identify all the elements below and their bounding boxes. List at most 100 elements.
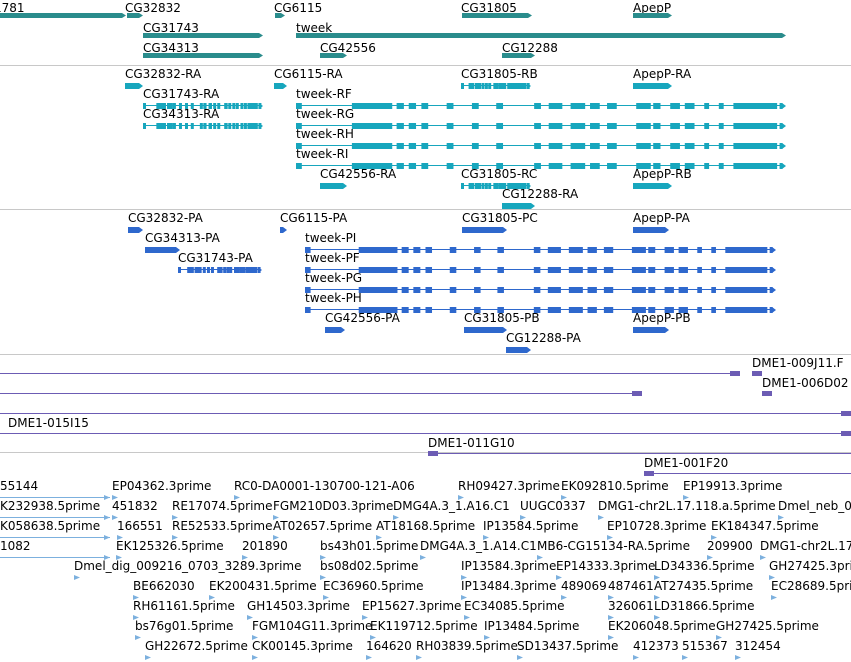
- ests-feature[interactable]: EK200431.5prime: [209, 579, 317, 600]
- ests-feature[interactable]: CK00145.3prime: [252, 639, 353, 660]
- ests-feature[interactable]: AT02657.5prime: [273, 519, 372, 540]
- ests-feature[interactable]: 312454: [735, 639, 781, 660]
- ests-feature[interactable]: bs43h01.5prime: [320, 539, 418, 560]
- proteins-feature[interactable]: CG12288-PA: [506, 331, 582, 353]
- ests-feature[interactable]: EP14333.3prime: [556, 559, 655, 580]
- transcripts-feature[interactable]: CG32832-RA: [125, 67, 202, 89]
- proteins-feature[interactable]: CG6115-PA: [280, 211, 348, 233]
- clones-feature[interactable]: [0, 371, 740, 376]
- ests-feature[interactable]: EC28689.5prime: [771, 579, 851, 600]
- proteins-feature[interactable]: CG42556-PA: [325, 311, 401, 333]
- transcripts-feature[interactable]: CG6115-RA: [274, 67, 343, 89]
- ests-feature[interactable]: 451832: [112, 499, 158, 520]
- clones-feature[interactable]: [0, 411, 851, 416]
- transcripts-feature[interactable]: tweek-RG: [296, 107, 786, 129]
- proteins-feature[interactable]: ApepP-PA: [633, 211, 691, 233]
- proteins-feature[interactable]: tweek-PI: [305, 231, 776, 253]
- ests-feature[interactable]: SD13437.5prime: [517, 639, 618, 660]
- clones-feature[interactable]: DME1-011G10: [428, 436, 851, 456]
- ests-feature[interactable]: 166551: [117, 519, 163, 540]
- genes-feature[interactable]: CG12288: [502, 41, 558, 58]
- ests-feature[interactable]: 209900: [707, 539, 753, 560]
- ests-feature[interactable]: EK125326.5prime: [116, 539, 224, 560]
- genes-feature[interactable]: CG6115: [274, 1, 322, 18]
- ests-feature[interactable]: 201890: [242, 539, 288, 560]
- ests-feature[interactable]: GH27425.3prime: [769, 559, 851, 580]
- genes-feature[interactable]: tweek: [296, 21, 786, 38]
- genes-feature[interactable]: ApepP: [633, 1, 672, 18]
- transcripts-feature[interactable]: CG34313-RA: [143, 107, 263, 129]
- ests-feature[interactable]: Dmel_neb_01: [778, 499, 851, 520]
- ests-feature[interactable]: RH61161.5prime: [133, 599, 235, 620]
- ests-feature[interactable]: GH27425.5prime: [716, 619, 819, 640]
- ests-feature[interactable]: 515367: [682, 639, 728, 660]
- ests-feature[interactable]: EK206048.5prime: [608, 619, 716, 640]
- ests-feature[interactable]: AT27435.5prime: [654, 579, 753, 600]
- ests-feature[interactable]: LD31866.5prime: [654, 599, 755, 620]
- ests-feature[interactable]: RE52533.5prime: [172, 519, 273, 540]
- ests-feature[interactable]: RH09427.3prime: [458, 479, 560, 500]
- ests-feature[interactable]: UUGC0337: [520, 499, 586, 520]
- ests-feature[interactable]: DMG4A.3_1.A16.C1: [393, 499, 510, 520]
- transcripts-feature[interactable]: CG31743-RA: [143, 87, 263, 109]
- ests-feature[interactable]: DMG4A.3_1.A14.C1: [420, 539, 537, 560]
- proteins-feature[interactable]: CG31743-PA: [178, 251, 262, 273]
- ests-feature[interactable]: bs76g01.5prime: [135, 619, 233, 640]
- proteins-feature[interactable]: tweek-PG: [305, 271, 776, 293]
- genes-feature[interactable]: 1781: [0, 1, 126, 18]
- ests-feature[interactable]: DMG1-chr2L.17.118.a.5prime: [598, 499, 776, 520]
- genes-feature[interactable]: CG34313: [143, 41, 263, 58]
- clones-feature[interactable]: DME1-006D02: [762, 376, 849, 396]
- ests-feature[interactable]: EP10728.3prime: [607, 519, 706, 540]
- proteins-feature[interactable]: ApepP-PB: [633, 311, 691, 333]
- proteins-feature[interactable]: CG32832-PA: [128, 211, 204, 233]
- ests-feature[interactable]: IP13584.5prime: [483, 519, 578, 540]
- ests-feature[interactable]: EC36960.5prime: [323, 579, 424, 600]
- proteins-feature[interactable]: CG31805-PB: [464, 311, 540, 333]
- ests-feature[interactable]: RH03839.5prime: [416, 639, 518, 660]
- ests-feature[interactable]: EP15627.3prime: [362, 599, 461, 620]
- transcripts-feature[interactable]: ApepP-RA: [633, 67, 692, 89]
- ests-feature[interactable]: GH14503.3prime: [247, 599, 350, 620]
- clones-feature[interactable]: [0, 391, 642, 396]
- ests-feature[interactable]: FGM104G11.3prime: [252, 619, 372, 640]
- ests-feature[interactable]: IP13584.3prime: [461, 559, 556, 580]
- ests-feature[interactable]: 326061: [608, 599, 654, 620]
- ests-feature[interactable]: 412373: [633, 639, 679, 660]
- transcripts-feature[interactable]: CG31805-RC: [461, 167, 537, 189]
- ests-feature[interactable]: K058638.5prime: [0, 519, 110, 540]
- ests-feature[interactable]: Dmel_dig_009216_0703_3289.3prime: [74, 559, 302, 580]
- ests-feature[interactable]: MB6-CG15134-RA.5prime: [537, 539, 690, 560]
- ests-feature[interactable]: IP13484.5prime: [484, 619, 579, 640]
- genes-feature[interactable]: CG32832: [125, 1, 181, 18]
- ests-feature[interactable]: 1082: [0, 539, 110, 560]
- ests-feature[interactable]: AT18168.5prime: [376, 519, 475, 540]
- transcripts-feature[interactable]: tweek-RH: [296, 127, 786, 149]
- clones-feature[interactable]: DME1-001F20: [644, 456, 851, 476]
- ests-feature[interactable]: EK092810.5prime: [561, 479, 669, 500]
- ests-feature[interactable]: EP04362.3prime: [112, 479, 211, 500]
- proteins-feature[interactable]: tweek-PH: [305, 291, 776, 313]
- ests-feature[interactable]: FGM210D03.3prime: [273, 499, 393, 520]
- proteins-feature[interactable]: CG34313-PA: [145, 231, 221, 253]
- ests-feature[interactable]: 489069: [561, 579, 607, 600]
- ests-feature[interactable]: GH22672.5prime: [145, 639, 248, 660]
- ests-feature[interactable]: EK184347.5prime: [711, 519, 819, 540]
- proteins-feature[interactable]: CG31805-PC: [462, 211, 538, 233]
- genes-feature[interactable]: CG31805: [461, 1, 532, 18]
- ests-feature[interactable]: 164620: [366, 639, 412, 660]
- ests-feature[interactable]: EP19913.3prime: [683, 479, 782, 500]
- ests-feature[interactable]: EC34085.5prime: [464, 599, 565, 620]
- genes-feature[interactable]: CG42556: [320, 41, 376, 58]
- proteins-feature[interactable]: tweek-PF: [305, 251, 776, 273]
- ests-feature[interactable]: 487461: [608, 579, 654, 600]
- ests-feature[interactable]: RC0-DA0001-130700-121-A06: [234, 479, 415, 500]
- transcripts-feature[interactable]: tweek-RI: [296, 147, 786, 169]
- ests-feature[interactable]: K232938.5prime: [0, 499, 110, 520]
- clones-feature[interactable]: DME1-009J11.F: [752, 356, 844, 376]
- ests-feature[interactable]: 55144: [0, 479, 110, 500]
- ests-feature[interactable]: IP13484.3prime: [461, 579, 556, 600]
- ests-feature[interactable]: DMG1-chr2L.17: [760, 539, 851, 560]
- transcripts-feature[interactable]: CG12288-RA: [502, 187, 579, 209]
- transcripts-feature[interactable]: ApepP-RB: [633, 167, 692, 189]
